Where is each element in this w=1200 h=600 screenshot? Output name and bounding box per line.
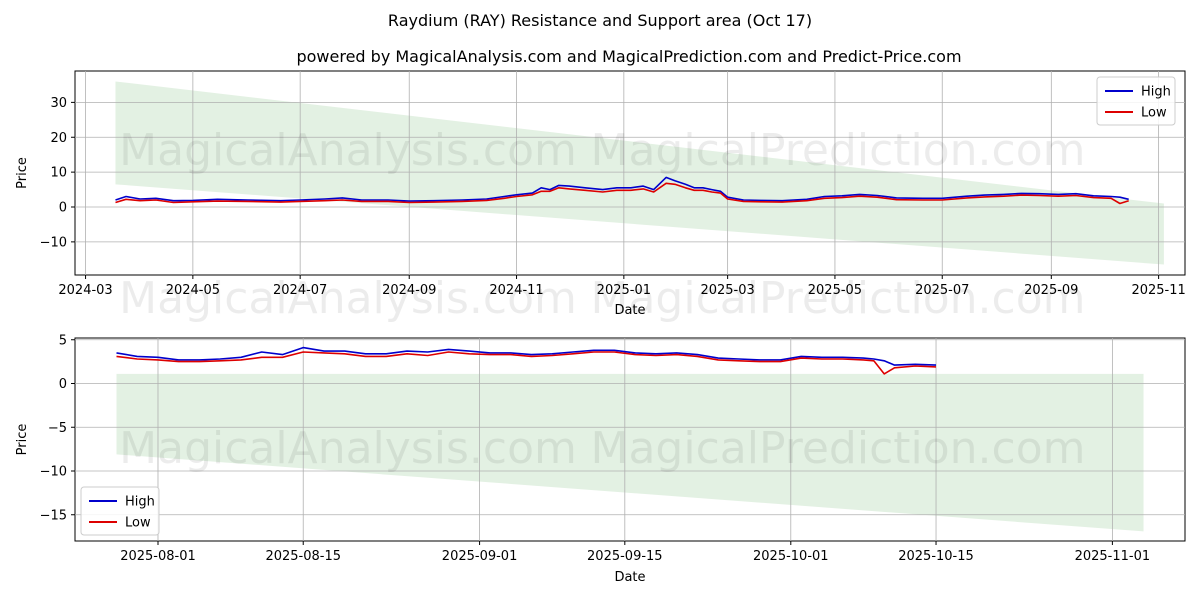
watermark-text: MagicalPrediction.com <box>591 125 1086 176</box>
watermark-text: MagicalAnalysis.com <box>119 273 577 324</box>
legend-label-low: Low <box>1141 106 1167 121</box>
series-line-low <box>116 351 937 375</box>
x-tick-label: 2025-09 <box>1024 283 1078 298</box>
y-tick-label: 0 <box>59 377 67 392</box>
x-tick-label: 2025-01 <box>597 283 651 298</box>
legend-label-high: High <box>125 495 155 510</box>
series-line-high <box>115 176 1129 202</box>
bottom-chart-frame <box>74 337 1186 542</box>
legend-label-high: High <box>1141 85 1171 100</box>
x-tick-label: 2024-07 <box>273 283 327 298</box>
y-tick-label: −15 <box>40 508 67 523</box>
x-tick-label: 2024-03 <box>58 283 112 298</box>
y-tick-label: −5 <box>48 421 67 436</box>
x-tick-label: 2025-05 <box>808 283 862 298</box>
chart-subtitle: powered by MagicalAnalysis.com and Magic… <box>296 47 961 66</box>
y-tick-label: −10 <box>40 235 67 250</box>
x-tick-label: 2025-10-15 <box>898 549 974 564</box>
y-tick-label: 0 <box>59 201 67 216</box>
x-tick-label: 2025-08-15 <box>265 549 341 564</box>
legend-label-low: Low <box>125 516 151 531</box>
y-tick-label: 5 <box>59 333 67 348</box>
x-tick-label: 2025-07 <box>915 283 969 298</box>
x-tick-label: 2025-08-01 <box>120 549 196 564</box>
series-line-low <box>115 182 1129 205</box>
y-tick-label: 10 <box>50 166 67 181</box>
chart-title: Raydium (RAY) Resistance and Support are… <box>388 11 812 30</box>
top-y-axis-label: Price <box>15 157 30 189</box>
x-tick-label: 2024-09 <box>382 283 436 298</box>
support-resistance-band <box>115 81 1164 265</box>
top-chart: MagicalAnalysis.com MagicalPrediction.com… <box>15 70 1186 324</box>
bottom-chart: MagicalAnalysis.com MagicalPrediction.com… <box>15 333 1186 585</box>
x-tick-label: 2024-05 <box>166 283 220 298</box>
bottom-y-axis-label: Price <box>15 424 30 456</box>
watermark-text: MagicalAnalysis.com <box>119 423 577 474</box>
watermark-text: MagicalPrediction.com <box>591 423 1086 474</box>
x-tick-label: 2025-10-01 <box>753 549 829 564</box>
watermark-text: MagicalPrediction.com <box>591 273 1086 324</box>
top-chart-frame <box>74 70 1186 276</box>
x-tick-label: 2025-11-01 <box>1075 549 1151 564</box>
y-tick-label: 20 <box>50 131 67 146</box>
watermark-text: MagicalAnalysis.com <box>119 125 577 176</box>
top-x-axis-label: Date <box>614 303 645 318</box>
y-tick-label: −10 <box>40 465 67 480</box>
x-tick-label: 2025-11 <box>1131 283 1185 298</box>
x-tick-label: 2025-09-15 <box>587 549 663 564</box>
support-resistance-band <box>116 373 1144 532</box>
x-tick-label: 2024-11 <box>489 283 543 298</box>
y-tick-label: 30 <box>50 96 67 111</box>
bottom-x-axis-label: Date <box>614 570 645 585</box>
series-line-high <box>116 346 937 366</box>
x-tick-label: 2025-09-01 <box>442 549 518 564</box>
x-tick-label: 2025-03 <box>700 283 754 298</box>
